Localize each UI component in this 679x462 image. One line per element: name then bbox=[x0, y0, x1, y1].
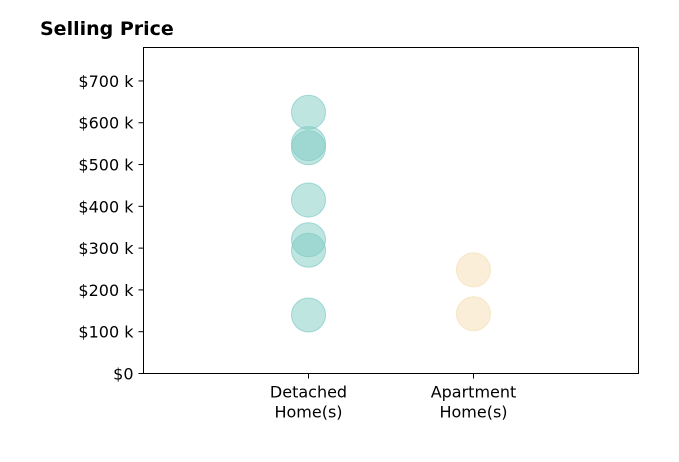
y-tick-label: $700 k bbox=[78, 72, 134, 91]
x-tick-label: Home(s) bbox=[439, 403, 507, 422]
y-tick-label: $300 k bbox=[78, 239, 134, 258]
chart-title: Selling Price bbox=[40, 18, 174, 40]
data-point bbox=[456, 296, 491, 332]
data-points bbox=[291, 94, 491, 333]
data-point bbox=[291, 232, 326, 268]
x-tick-label: Detached bbox=[270, 383, 347, 402]
x-tick-label: Home(s) bbox=[274, 403, 342, 422]
data-point bbox=[456, 252, 491, 288]
y-tick-label: $100 k bbox=[78, 323, 134, 342]
plot-frame bbox=[143, 47, 639, 374]
y-tick-label: $200 k bbox=[78, 281, 134, 300]
data-point bbox=[291, 182, 326, 218]
data-point bbox=[291, 130, 326, 166]
y-tick-label: $0 bbox=[113, 365, 133, 384]
y-tick-label: $400 k bbox=[78, 197, 134, 216]
x-tick-label: Apartment bbox=[431, 383, 517, 402]
y-tick-label: $500 k bbox=[78, 156, 134, 175]
y-axis: $0 $100 k $200 k $300 k $400 k $500 k $600 k $7… bbox=[78, 72, 144, 384]
data-point bbox=[291, 297, 326, 333]
data-point bbox=[291, 94, 326, 130]
y-tick-label: $600 k bbox=[78, 114, 134, 133]
